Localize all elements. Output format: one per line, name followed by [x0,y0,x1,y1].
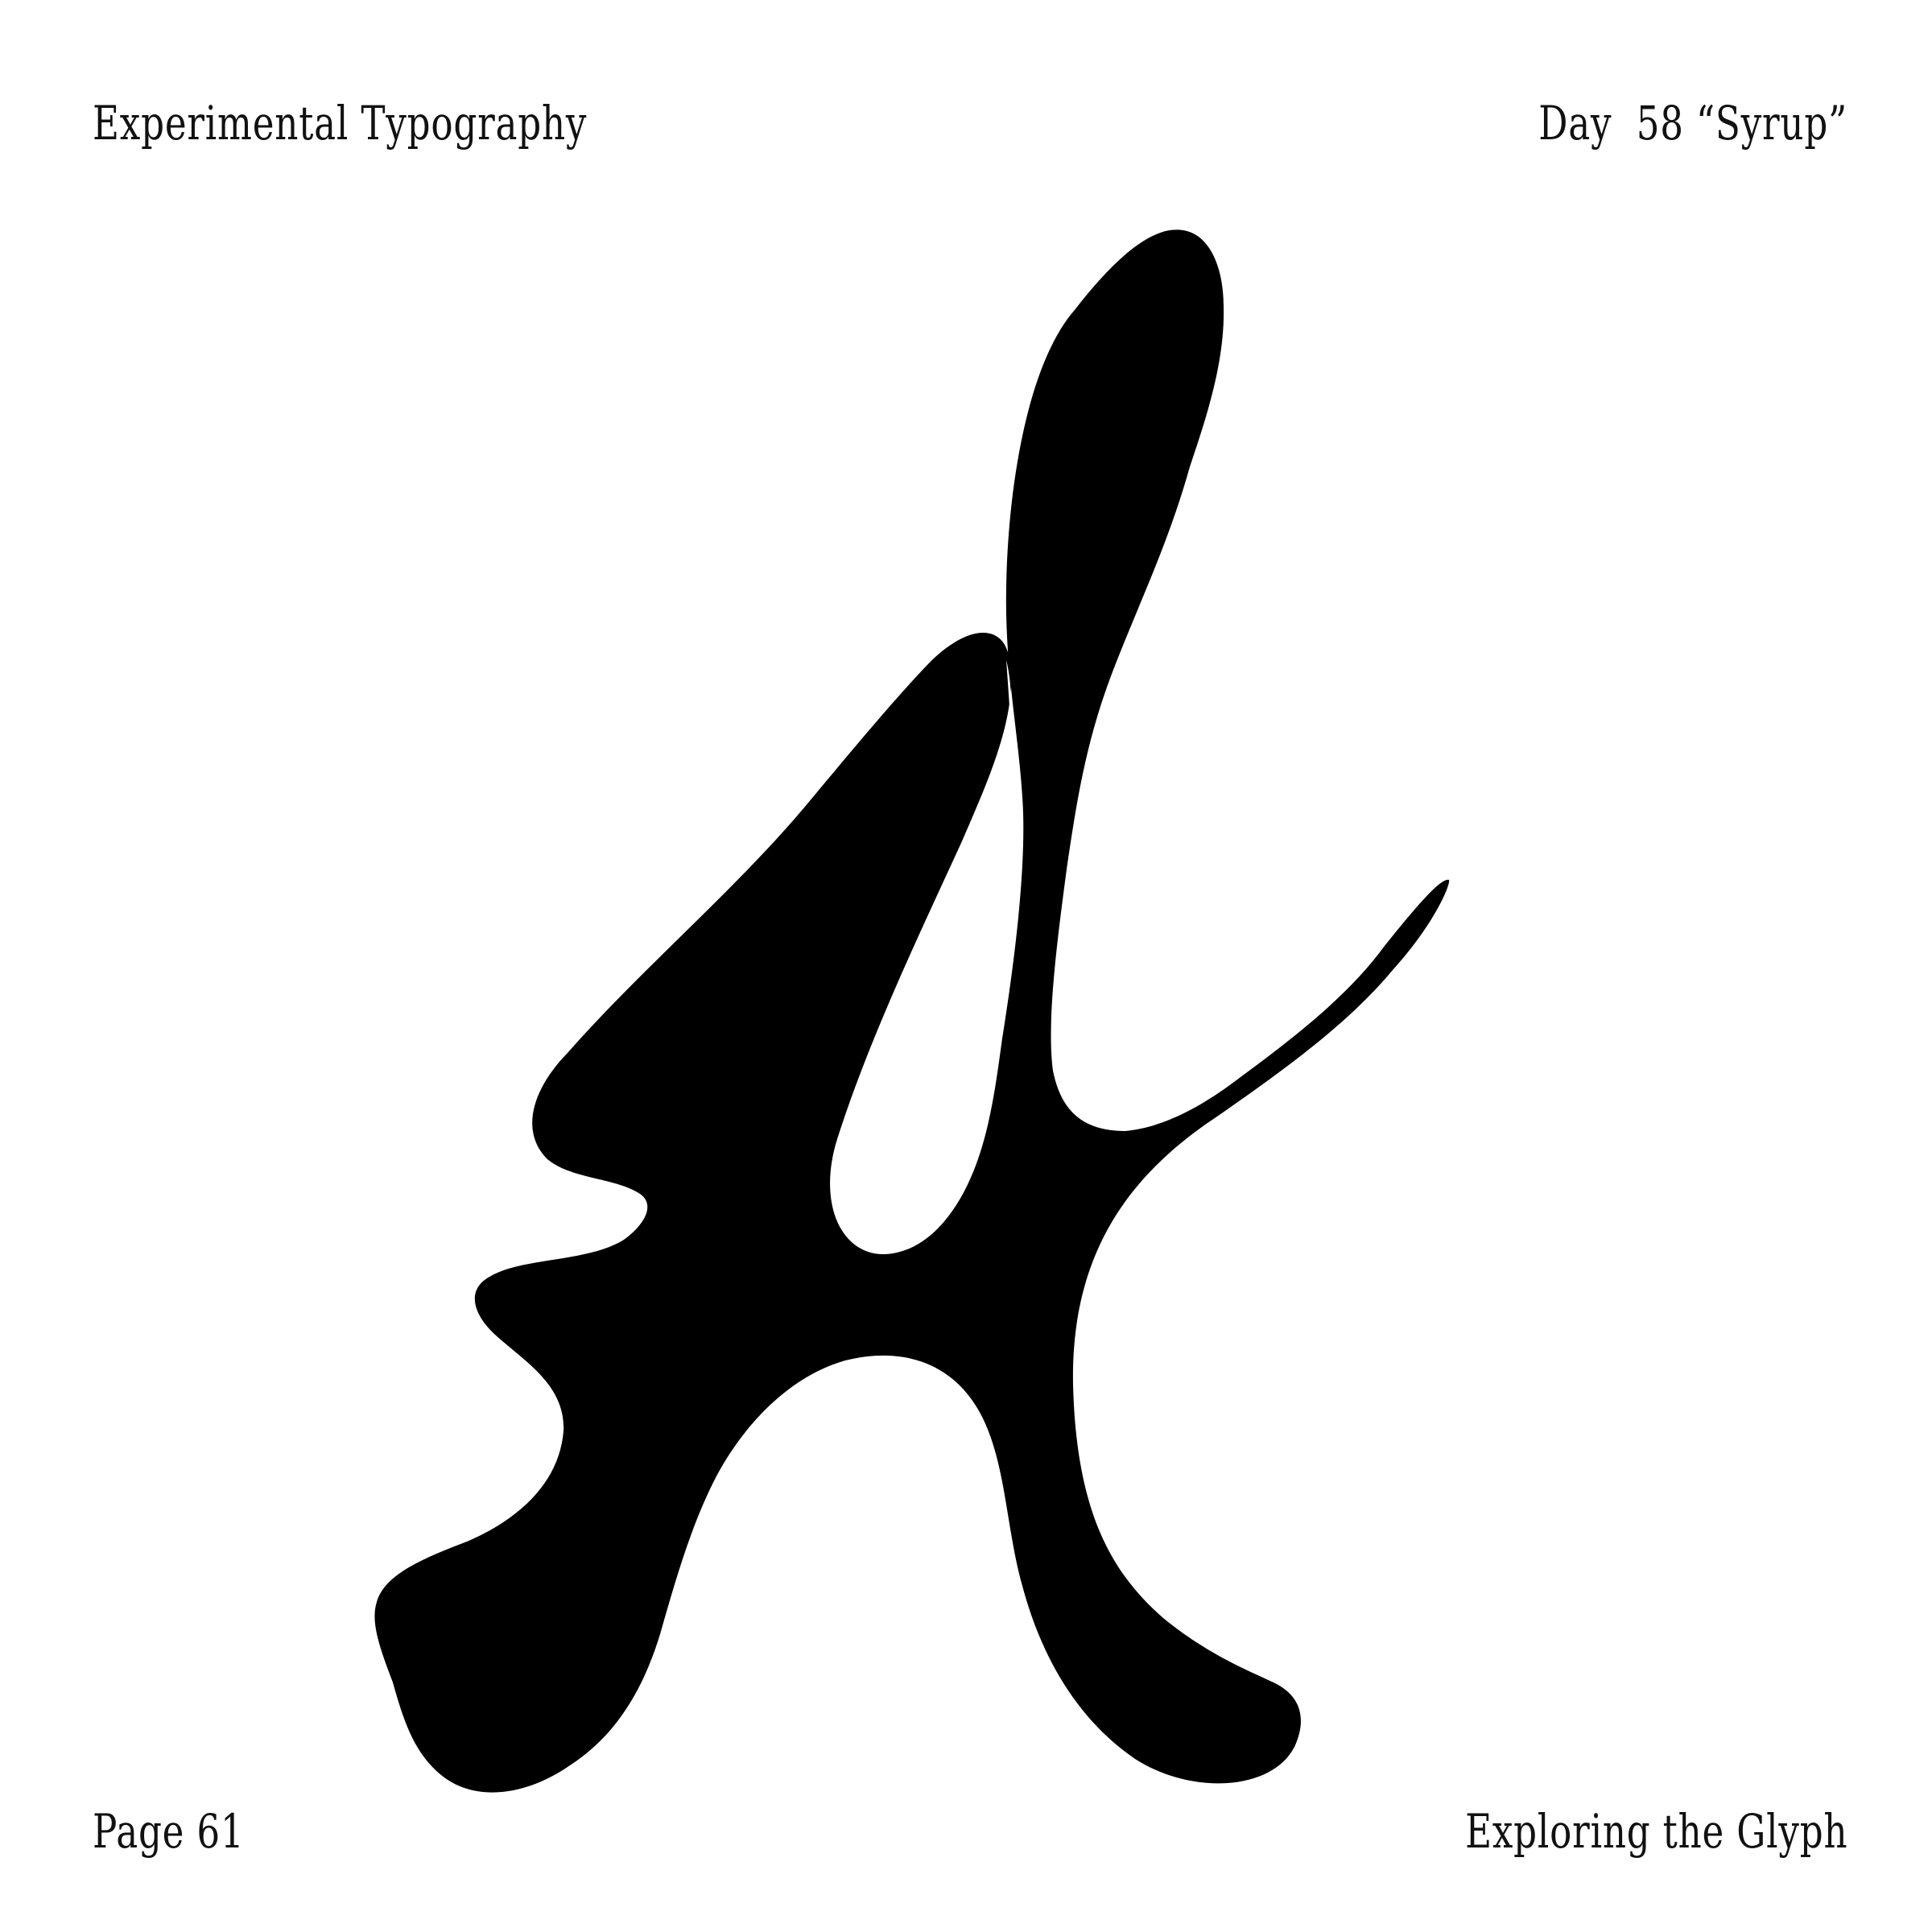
footer-subtitle: Exploring the Glyph [1464,1804,1847,1859]
glyph-counter [839,660,1015,1244]
page-number: Page 61 [93,1804,245,1859]
header-title: Experimental Typography [93,96,588,151]
day-label: Day 58 “Syrup” [1538,96,1847,151]
glyph-main-body [374,229,1450,1793]
